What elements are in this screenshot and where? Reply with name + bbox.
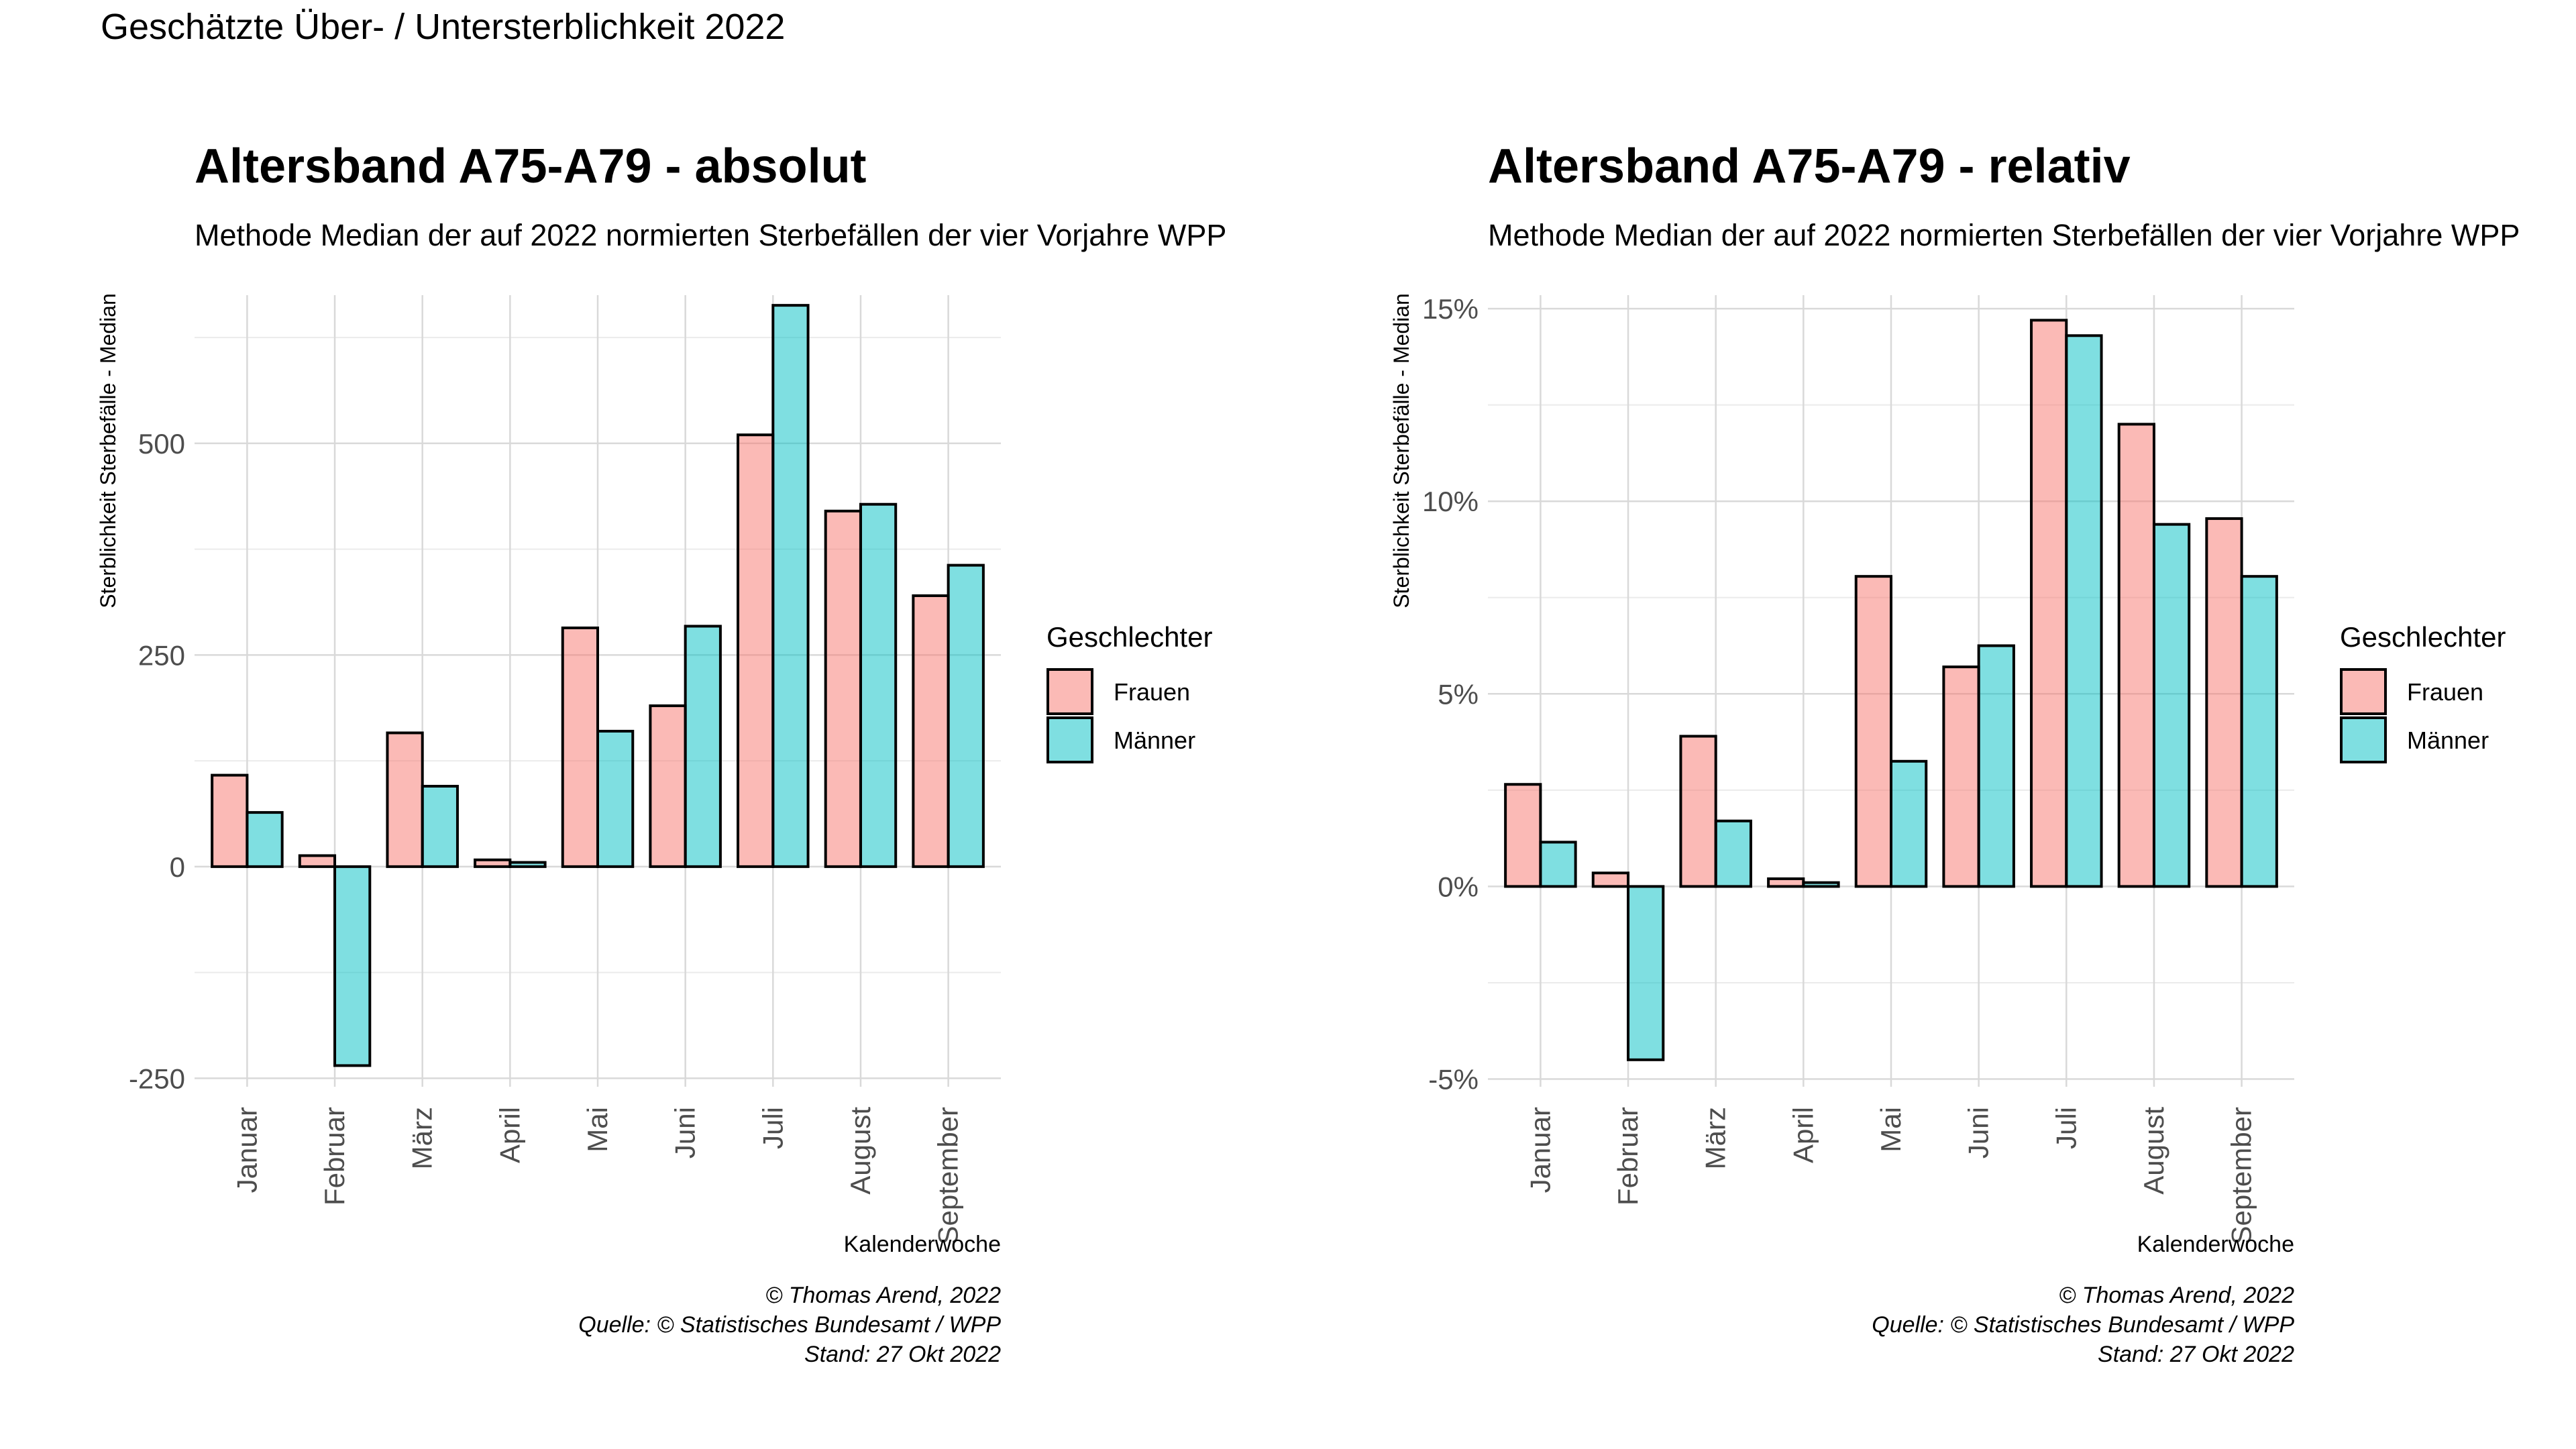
legend-label: Männer	[1114, 727, 1195, 754]
chart-subtitle: Methode Median der auf 2022 normierten S…	[1488, 218, 2520, 252]
bar-maenner	[2152, 523, 2191, 888]
bar-maenner	[596, 729, 635, 868]
chart-title: Altersband A75-A79 - relativ	[1488, 140, 2131, 193]
x-tick-label: Juni	[669, 1107, 701, 1159]
bar-frauen	[912, 594, 950, 868]
bar-maenner	[771, 304, 810, 868]
chart-subtitle: Methode Median der auf 2022 normierten S…	[195, 218, 1226, 252]
bar-frauen	[298, 854, 337, 868]
bar-maenner	[1890, 759, 1928, 888]
x-tick-label: Mai	[1875, 1107, 1907, 1152]
legend: Geschlechter Frauen Männer	[1046, 621, 1212, 763]
bar-maenner	[859, 502, 898, 868]
y-axis-label: Sterblichkeit Sterbefälle - Median	[1389, 293, 1413, 608]
legend-title: Geschlechter	[2340, 621, 2506, 653]
x-tick-label: April	[494, 1107, 525, 1163]
bar-maenner	[508, 861, 547, 868]
legend-title: Geschlechter	[1046, 621, 1212, 653]
x-tick-label: Januar	[1524, 1107, 1556, 1193]
bar-maenner	[246, 811, 284, 868]
y-tick-label: 5%	[1438, 678, 1479, 710]
bar-frauen	[1504, 783, 1542, 888]
chart-title: Altersband A75-A79 - absolut	[195, 140, 867, 193]
bar-frauen	[737, 433, 775, 868]
y-tick-label: 500	[138, 428, 185, 460]
page-title: Geschätzte Über- / Untersterblichkeit 20…	[101, 7, 785, 47]
bar-maenner	[2065, 334, 2103, 888]
x-tick-label: März	[407, 1107, 438, 1169]
x-tick-label: Juli	[2050, 1107, 2082, 1149]
x-tick-label: Februar	[319, 1107, 350, 1205]
legend: Geschlechter Frauen Männer	[2340, 621, 2506, 763]
caption-line: © Thomas Arend, 2022	[765, 1283, 1001, 1308]
y-tick-label: -5%	[1428, 1064, 1479, 1095]
x-tick-label: März	[1700, 1107, 1731, 1169]
caption-line: Stand: 27 Okt 2022	[804, 1342, 1001, 1367]
y-tick-label: -250	[129, 1063, 185, 1094]
y-tick-label: 250	[138, 639, 185, 671]
bar-frauen	[649, 704, 687, 868]
x-tick-label: Februar	[1612, 1107, 1644, 1205]
bar-maenner	[1627, 885, 1665, 1061]
bar-frauen	[386, 731, 424, 868]
legend-key-frauen	[2340, 668, 2387, 715]
legend-key-maenner	[1046, 716, 1093, 763]
bar-frauen	[1591, 871, 1630, 888]
bar-frauen	[1854, 575, 1893, 888]
bar-maenner	[1802, 881, 1840, 888]
x-tick-label: Mai	[582, 1107, 613, 1152]
y-tick-label: 15%	[1422, 293, 1479, 325]
caption-line: Quelle: © Statistisches Bundesamt / WPP	[578, 1312, 1001, 1338]
y-axis-label: Sterblichkeit Sterbefälle - Median	[96, 293, 120, 608]
bar-maenner	[333, 865, 372, 1067]
legend-label: Frauen	[2407, 678, 2483, 706]
caption-line: Quelle: © Statistisches Bundesamt / WPP	[1872, 1312, 2294, 1338]
legend-key-frauen	[1046, 668, 1093, 715]
chart-panel-1: Altersband A75-A79 - absolut Methode Medi…	[96, 140, 1226, 1367]
y-tick-label: 0%	[1438, 871, 1479, 902]
bar-frauen	[2117, 423, 2155, 888]
y-tick-label: 0	[170, 851, 185, 883]
bar-frauen	[1679, 735, 1717, 888]
y-tick-label: 10%	[1422, 486, 1479, 517]
bar-maenner	[947, 564, 985, 868]
x-tick-label: August	[2138, 1107, 2169, 1195]
bar-maenner	[1977, 644, 2015, 888]
bar-maenner	[1714, 819, 1752, 888]
x-tick-label: August	[845, 1107, 876, 1195]
charts-container: Altersband A75-A79 - absolut Methode Medi…	[96, 140, 2520, 1367]
x-tick-label: Januar	[231, 1107, 262, 1193]
caption-line: Stand: 27 Okt 2022	[2098, 1342, 2294, 1367]
x-tick-label: September	[932, 1107, 964, 1244]
chart-panel-2: Altersband A75-A79 - relativ Methode Medi…	[1389, 140, 2520, 1367]
bar-maenner	[1539, 841, 1577, 888]
bar-frauen	[474, 858, 512, 868]
bar-frauen	[2205, 517, 2243, 888]
bar-frauen	[824, 509, 862, 868]
bar-maenner	[2240, 575, 2278, 888]
x-tick-label: April	[1787, 1107, 1819, 1163]
bar-frauen	[561, 626, 600, 868]
bar-frauen	[1942, 665, 1980, 888]
x-axis-label: Kalenderwoche	[844, 1232, 1001, 1257]
x-tick-label: Juli	[757, 1107, 788, 1149]
bar-frauen	[2030, 319, 2068, 888]
legend-label: Männer	[2407, 727, 2489, 754]
legend-key-maenner	[2340, 716, 2387, 763]
x-tick-label: September	[2226, 1107, 2257, 1244]
bar-frauen	[211, 773, 249, 868]
bar-maenner	[684, 625, 722, 868]
x-axis-label: Kalenderwoche	[2137, 1232, 2294, 1257]
bar-frauen	[1767, 877, 1805, 888]
caption-line: © Thomas Arend, 2022	[2059, 1283, 2294, 1308]
bar-maenner	[421, 784, 459, 868]
legend-label: Frauen	[1114, 678, 1190, 706]
x-tick-label: Juni	[1963, 1107, 1994, 1159]
